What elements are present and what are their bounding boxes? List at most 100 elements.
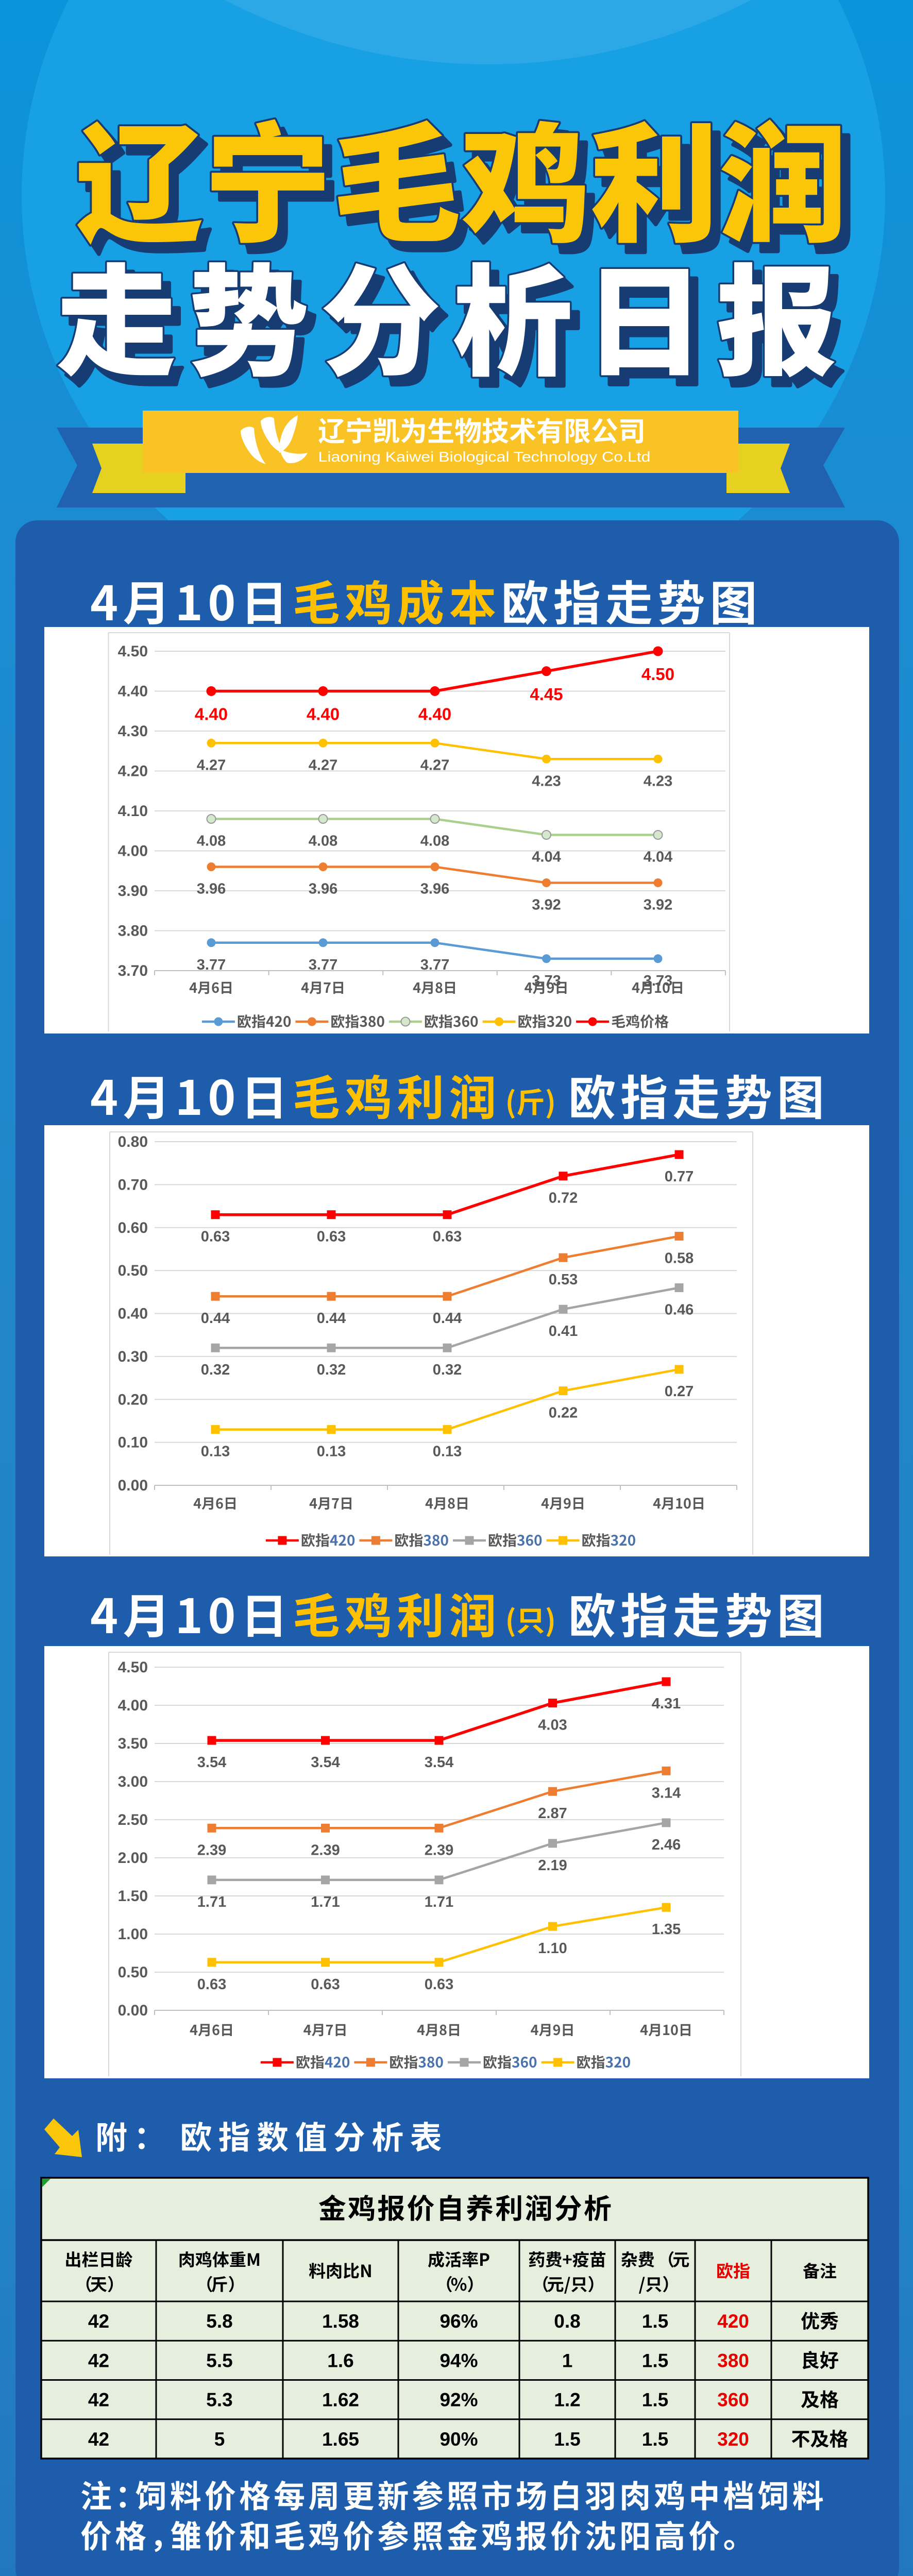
- svg-text:1.62: 1.62: [322, 2389, 359, 2411]
- svg-text:4.08: 4.08: [420, 833, 449, 850]
- svg-text:0.27: 0.27: [665, 1383, 694, 1400]
- svg-text:0.00: 0.00: [118, 1477, 148, 1494]
- svg-text:2.39: 2.39: [311, 1842, 340, 1858]
- svg-text:1.00: 1.00: [118, 1926, 148, 1943]
- svg-text:4.23: 4.23: [644, 773, 672, 789]
- svg-text:94%: 94%: [439, 2350, 478, 2371]
- svg-text:1.65: 1.65: [322, 2429, 359, 2450]
- svg-text:4.40: 4.40: [307, 705, 340, 724]
- svg-text:360: 360: [717, 2389, 749, 2411]
- svg-text:1.71: 1.71: [311, 1894, 340, 1910]
- svg-text:4.23: 4.23: [532, 773, 561, 789]
- svg-text:1.71: 1.71: [425, 1894, 453, 1910]
- svg-text:2.87: 2.87: [538, 1805, 567, 1822]
- svg-text:4.30: 4.30: [118, 723, 148, 740]
- svg-text:1.35: 1.35: [652, 1921, 681, 1938]
- svg-text:0.13: 0.13: [317, 1444, 346, 1460]
- svg-text:42: 42: [88, 2389, 109, 2411]
- svg-text:90%: 90%: [439, 2429, 478, 2450]
- svg-text:3.90: 3.90: [118, 883, 148, 900]
- svg-text:0.58: 0.58: [665, 1250, 694, 1266]
- svg-text:380: 380: [717, 2350, 749, 2371]
- svg-text:0.63: 0.63: [317, 1229, 346, 1245]
- svg-text:1.50: 1.50: [118, 1888, 148, 1905]
- svg-text:4.08: 4.08: [309, 833, 337, 850]
- svg-text:0.63: 0.63: [311, 1976, 340, 1993]
- svg-text:1: 1: [562, 2350, 573, 2371]
- svg-text:1.5: 1.5: [554, 2429, 580, 2450]
- svg-text:420: 420: [717, 2311, 749, 2332]
- svg-text:96%: 96%: [439, 2311, 478, 2332]
- svg-text:1.5: 1.5: [642, 2389, 668, 2411]
- svg-text:4.27: 4.27: [197, 757, 226, 773]
- svg-text:3.54: 3.54: [197, 1754, 226, 1771]
- svg-text:0.70: 0.70: [118, 1176, 148, 1193]
- svg-text:4.00: 4.00: [118, 1697, 148, 1714]
- svg-text:3.96: 3.96: [197, 881, 226, 897]
- svg-text:5.3: 5.3: [206, 2389, 232, 2411]
- svg-text:0.44: 0.44: [201, 1310, 230, 1327]
- svg-text:1.10: 1.10: [538, 1940, 567, 1957]
- svg-text:4.50: 4.50: [641, 665, 674, 684]
- svg-text:4.10: 4.10: [118, 803, 148, 820]
- svg-text:3.96: 3.96: [420, 881, 449, 897]
- svg-text:0.80: 0.80: [118, 1133, 148, 1150]
- svg-text:4.50: 4.50: [118, 1659, 148, 1676]
- svg-text:0.53: 0.53: [549, 1272, 578, 1288]
- svg-text:3.70: 3.70: [118, 962, 148, 979]
- svg-text:0.63: 0.63: [201, 1229, 230, 1245]
- svg-text:0.20: 0.20: [118, 1391, 148, 1408]
- svg-text:4.00: 4.00: [118, 843, 148, 860]
- svg-text:4.31: 4.31: [652, 1696, 681, 1712]
- svg-text:1.5: 1.5: [642, 2429, 668, 2450]
- svg-text:1.6: 1.6: [327, 2350, 353, 2371]
- svg-text:Liaoning Kaiwei Biological Tec: Liaoning Kaiwei Biological Technology Co…: [318, 449, 651, 465]
- svg-text:3.77: 3.77: [420, 957, 449, 973]
- svg-text:2.19: 2.19: [538, 1857, 567, 1874]
- svg-text:0.32: 0.32: [201, 1362, 230, 1378]
- svg-text:3.96: 3.96: [309, 881, 337, 897]
- svg-text:5.8: 5.8: [206, 2311, 232, 2332]
- svg-text:5.5: 5.5: [206, 2350, 232, 2371]
- svg-text:3.54: 3.54: [311, 1754, 340, 1771]
- svg-text:42: 42: [88, 2429, 109, 2450]
- svg-text:4.50: 4.50: [118, 643, 148, 660]
- svg-text:3.14: 3.14: [652, 1785, 681, 1801]
- svg-text:4.20: 4.20: [118, 763, 148, 780]
- svg-text:0.10: 0.10: [118, 1434, 148, 1451]
- svg-text:0.77: 0.77: [665, 1168, 694, 1185]
- svg-text:4.40: 4.40: [418, 705, 451, 724]
- svg-text:0.32: 0.32: [317, 1362, 346, 1378]
- svg-text:0.00: 0.00: [118, 2002, 148, 2019]
- svg-text:1.5: 1.5: [642, 2350, 668, 2371]
- svg-text:1.2: 1.2: [554, 2389, 580, 2411]
- svg-text:0.46: 0.46: [665, 1301, 694, 1318]
- svg-text:0.63: 0.63: [197, 1976, 226, 1993]
- svg-text:0.13: 0.13: [201, 1444, 230, 1460]
- svg-text:4.03: 4.03: [538, 1717, 567, 1734]
- svg-text:4.04: 4.04: [644, 849, 672, 866]
- svg-text:1.5: 1.5: [642, 2311, 668, 2332]
- svg-text:3.00: 3.00: [118, 1773, 148, 1790]
- svg-text:3.80: 3.80: [118, 923, 148, 940]
- svg-text:3.54: 3.54: [425, 1754, 453, 1771]
- svg-text:2.46: 2.46: [652, 1837, 681, 1853]
- svg-text:42: 42: [88, 2311, 109, 2332]
- svg-text:0.60: 0.60: [118, 1219, 148, 1236]
- svg-text:3.73: 3.73: [644, 973, 672, 989]
- svg-text:2.50: 2.50: [118, 1811, 148, 1828]
- svg-text:4.45: 4.45: [530, 685, 563, 704]
- svg-text:0.40: 0.40: [118, 1306, 148, 1323]
- svg-text:4.40: 4.40: [118, 683, 148, 700]
- svg-text:4.08: 4.08: [197, 833, 226, 850]
- svg-text:3.73: 3.73: [532, 973, 561, 989]
- svg-text:0.63: 0.63: [433, 1229, 462, 1245]
- svg-text:4.40: 4.40: [195, 705, 228, 724]
- svg-text:0.30: 0.30: [118, 1348, 148, 1365]
- svg-text:4.27: 4.27: [309, 757, 337, 773]
- svg-text:1.71: 1.71: [197, 1894, 226, 1910]
- svg-text:0.41: 0.41: [549, 1323, 578, 1340]
- svg-text:0.50: 0.50: [118, 1964, 148, 1981]
- svg-text:2.39: 2.39: [425, 1842, 453, 1858]
- svg-text:42: 42: [88, 2350, 109, 2371]
